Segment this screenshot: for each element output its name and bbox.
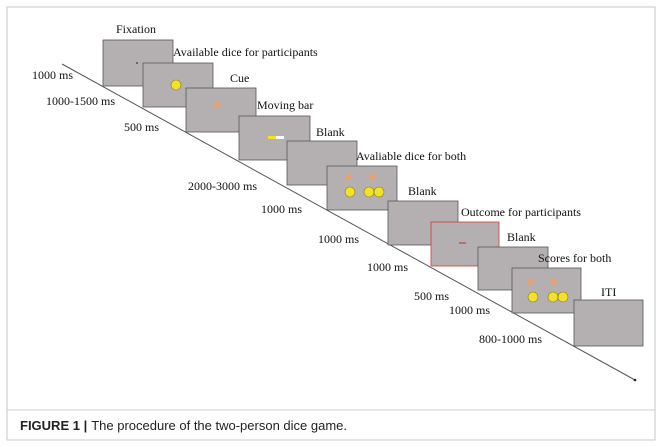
duration-label: 1000 ms: [318, 232, 359, 246]
duration-label: 500 ms: [124, 120, 159, 134]
die-icon: [527, 291, 539, 303]
duration-label: 1000 ms: [367, 260, 408, 274]
screen-label: Scores for both: [538, 251, 611, 265]
die-icon: [547, 291, 559, 303]
duration-label: 2000-3000 ms: [188, 179, 257, 193]
screen-label: Blank: [408, 184, 437, 198]
screen-label: ITI: [601, 285, 616, 299]
duration-label: 800-1000 ms: [479, 332, 542, 346]
caption-text: The procedure of the two-person dice gam…: [91, 418, 347, 433]
screen-label: Available dice for participants: [173, 45, 318, 59]
screen-label: Outcome for participants: [461, 205, 581, 219]
bar-icon: [268, 136, 276, 139]
screen-label: Blank: [316, 125, 345, 139]
duration-label: 500 ms: [414, 289, 449, 303]
screen: [511, 267, 582, 314]
die-icon: [344, 186, 356, 198]
caption: FIGURE 1 | The procedure of the two-perso…: [20, 418, 347, 433]
caption-label: FIGURE 1 |: [20, 418, 87, 433]
duration-label: 1000-1500 ms: [46, 94, 115, 108]
die-icon: [363, 186, 375, 198]
hand-icon: [369, 173, 376, 181]
hand-icon: [345, 173, 352, 181]
duration-label: 1000 ms: [32, 68, 73, 82]
screen: [326, 165, 398, 211]
die-icon: [557, 291, 569, 303]
screen-label: Avaliable dice for both: [356, 149, 466, 163]
screen-label: Blank: [507, 230, 536, 244]
screen-label: Cue: [230, 71, 249, 85]
screens: Fixation Available dice for participants…: [102, 22, 644, 347]
die-icon: [170, 79, 182, 91]
hand-icon: [527, 278, 534, 286]
fixation-dot: [136, 62, 138, 64]
durations: 1000 ms 1000-1500 ms 500 ms 2000-3000 ms…: [32, 68, 542, 346]
hand-icon: [550, 278, 557, 286]
screen: [573, 299, 644, 347]
bar-icon: [276, 136, 284, 139]
timeline-end: [633, 378, 637, 382]
timeline: [61, 63, 636, 381]
screen-label: Moving bar: [257, 98, 313, 112]
hand-icon: [214, 101, 221, 109]
duration-label: 1000 ms: [449, 303, 490, 317]
screen-label: Fixation: [116, 22, 156, 36]
duration-label: 1000 ms: [261, 202, 302, 216]
die-icon: [373, 186, 385, 198]
